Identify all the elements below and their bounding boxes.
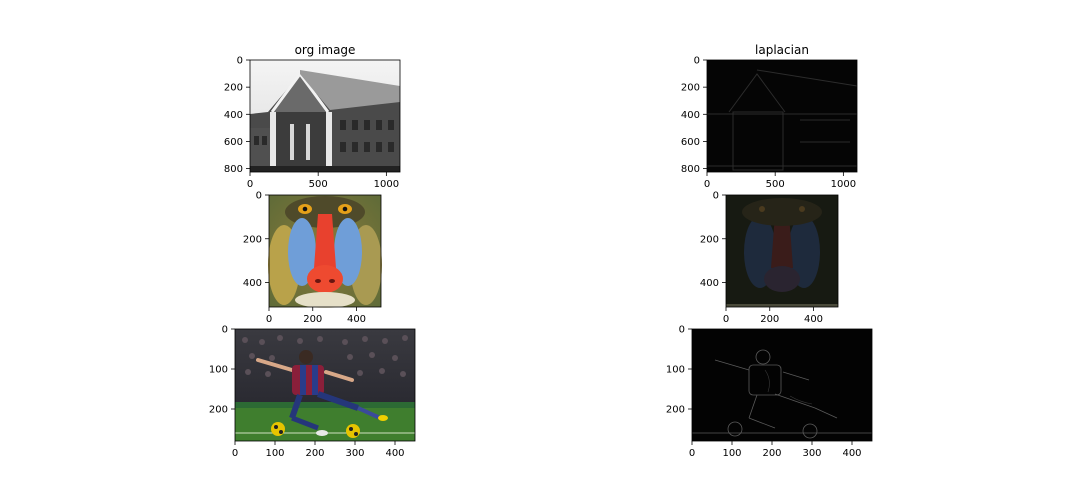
y-tick-label: 800 bbox=[224, 164, 243, 175]
axes-frame bbox=[725, 194, 839, 308]
x-tick-label: 0 bbox=[704, 179, 710, 190]
axes-0: 0 500 1000 0 200 400 600 800 bbox=[224, 56, 401, 190]
y-tick-label: 600 bbox=[224, 137, 243, 148]
x-tick-label: 100 bbox=[722, 448, 741, 459]
panel-title: laplacian bbox=[755, 43, 809, 57]
x-tick-label: 400 bbox=[804, 314, 823, 325]
x-tick-label: 300 bbox=[345, 448, 364, 459]
y-tick-label: 0 bbox=[694, 56, 700, 67]
y-tick-label: 0 bbox=[256, 191, 262, 202]
laplacian-soccer-image bbox=[692, 329, 872, 441]
axes-frame bbox=[691, 328, 873, 442]
panel-title: org image bbox=[295, 43, 356, 57]
axes-5: 0 100 200 300 400 0 100 200 bbox=[666, 325, 873, 459]
panel-soccer bbox=[235, 329, 415, 441]
x-tick-label: 400 bbox=[842, 448, 861, 459]
x-tick-label: 1000 bbox=[831, 179, 856, 190]
y-tick-label: 200 bbox=[700, 234, 719, 245]
panel-org-image-building: org image bbox=[250, 43, 400, 172]
x-tick-label: 0 bbox=[723, 314, 729, 325]
y-tick-label: 200 bbox=[681, 83, 700, 94]
y-tick-label: 600 bbox=[681, 137, 700, 148]
x-tick-label: 500 bbox=[766, 179, 785, 190]
x-tick-label: 400 bbox=[347, 314, 366, 325]
y-tick-label: 200 bbox=[224, 83, 243, 94]
soccer-image bbox=[235, 329, 415, 441]
panel-mandrill bbox=[268, 195, 382, 308]
x-tick-label: 1000 bbox=[374, 179, 399, 190]
y-tick-label: 400 bbox=[224, 110, 243, 121]
x-tick-label: 0 bbox=[232, 448, 238, 459]
x-tick-label: 0 bbox=[266, 314, 272, 325]
x-tick-label: 200 bbox=[760, 314, 779, 325]
y-tick-label: 400 bbox=[681, 110, 700, 121]
axes-frame bbox=[706, 59, 858, 173]
axes-frame bbox=[234, 328, 416, 442]
y-tick-label: 0 bbox=[679, 325, 685, 336]
x-tick-label: 0 bbox=[247, 179, 253, 190]
laplacian-building-image bbox=[707, 60, 858, 172]
x-tick-label: 200 bbox=[762, 448, 781, 459]
x-tick-label: 300 bbox=[802, 448, 821, 459]
y-tick-label: 800 bbox=[681, 164, 700, 175]
axes-4: 0 100 200 300 400 0 100 200 bbox=[209, 325, 416, 459]
y-tick-label: 400 bbox=[700, 278, 719, 289]
x-tick-label: 0 bbox=[689, 448, 695, 459]
x-tick-label: 100 bbox=[265, 448, 284, 459]
panel-laplacian-mandrill bbox=[726, 195, 838, 307]
x-tick-label: 200 bbox=[305, 448, 324, 459]
x-tick-label: 400 bbox=[385, 448, 404, 459]
axes-3: 0 200 400 0 200 400 bbox=[700, 191, 839, 325]
mandrill-image bbox=[268, 195, 382, 308]
axes-frame bbox=[268, 194, 382, 308]
axes-frame bbox=[249, 59, 401, 173]
y-tick-label: 200 bbox=[209, 405, 228, 416]
panel-laplacian-building: laplacian bbox=[707, 43, 858, 172]
axes-1: 0 500 1000 0 200 400 600 800 bbox=[681, 56, 858, 190]
panel-laplacian-soccer bbox=[692, 329, 872, 441]
y-tick-label: 0 bbox=[713, 191, 719, 202]
y-tick-label: 200 bbox=[666, 405, 685, 416]
y-tick-label: 100 bbox=[209, 365, 228, 376]
laplacian-mandrill-image bbox=[726, 195, 838, 307]
y-tick-label: 0 bbox=[237, 56, 243, 67]
y-tick-label: 400 bbox=[243, 278, 262, 289]
x-tick-label: 500 bbox=[309, 179, 328, 190]
y-tick-label: 100 bbox=[666, 365, 685, 376]
x-tick-label: 200 bbox=[303, 314, 322, 325]
y-tick-label: 200 bbox=[243, 234, 262, 245]
y-tick-label: 0 bbox=[222, 325, 228, 336]
axes-2: 0 200 400 0 200 400 bbox=[243, 191, 382, 325]
building-image bbox=[250, 60, 400, 172]
